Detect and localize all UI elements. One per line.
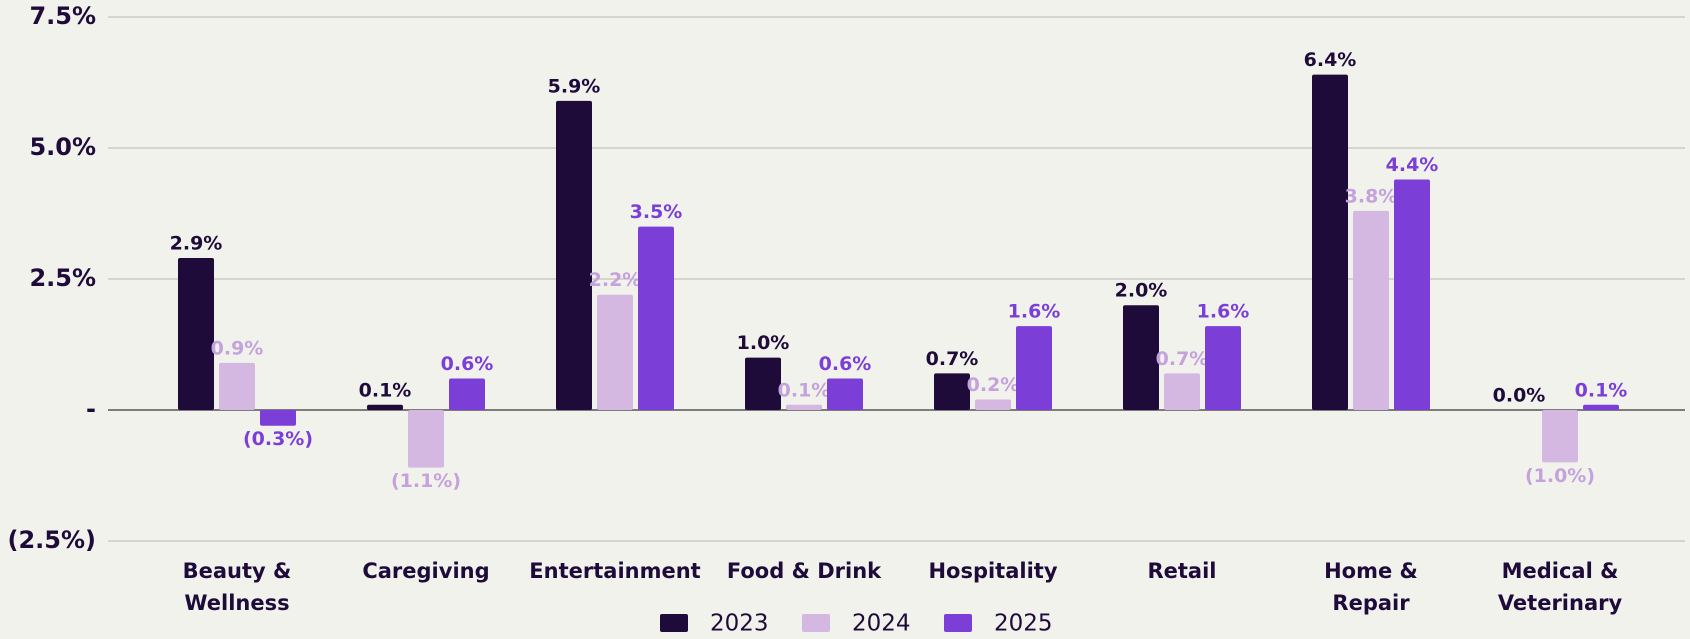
bar: [1016, 326, 1052, 410]
data-label: 4.4%: [1386, 154, 1439, 176]
y-tick-label: -: [86, 395, 96, 423]
data-label: 2.2%: [589, 269, 642, 291]
bar: [827, 378, 863, 410]
data-label: 0.2%: [967, 374, 1020, 396]
x-tick-label: Food & Drink: [726, 559, 882, 583]
bar: [786, 404, 822, 410]
data-label: 0.9%: [211, 337, 264, 359]
bar: [449, 378, 485, 410]
data-label: 1.6%: [1197, 301, 1250, 323]
data-label: (1.1%): [391, 470, 461, 492]
data-label: 1.0%: [737, 332, 790, 354]
bar: [1353, 210, 1389, 410]
x-tick-label: Entertainment: [529, 559, 701, 583]
bar: [934, 373, 970, 410]
bar: [178, 258, 214, 410]
bar: [638, 226, 674, 410]
data-label: 0.6%: [819, 353, 872, 375]
x-tick-label: Retail: [1147, 559, 1217, 583]
bar: [408, 410, 444, 468]
data-label: 2.0%: [1115, 280, 1168, 302]
bar: [1583, 404, 1619, 410]
data-label: 5.9%: [548, 75, 601, 97]
bar: [1164, 373, 1200, 410]
data-label: 0.0%: [1493, 385, 1546, 407]
legend-label: 2025: [994, 611, 1053, 637]
bar: [219, 362, 255, 410]
y-tick-label: 5.0%: [29, 133, 96, 161]
legend-swatch: [660, 614, 688, 632]
data-label: 0.7%: [1156, 348, 1209, 370]
y-tick-label: 7.5%: [29, 2, 96, 30]
bar: [260, 410, 296, 426]
data-label: (0.3%): [243, 428, 313, 450]
x-tick-label: Hospitality: [928, 559, 1058, 583]
data-label: 0.7%: [926, 348, 979, 370]
bar: [1123, 305, 1159, 410]
bar: [975, 399, 1011, 410]
bar: [1312, 74, 1348, 410]
data-label: 6.4%: [1304, 49, 1357, 71]
data-label: 0.1%: [1575, 379, 1628, 401]
data-label: 0.1%: [778, 379, 831, 401]
data-label: (1.0%): [1525, 465, 1595, 487]
bar: [367, 404, 403, 410]
legend-label: 2024: [852, 611, 911, 637]
x-tick-label: Beauty & Wellness: [182, 559, 292, 615]
legend-swatch: [802, 614, 830, 632]
data-label: 1.6%: [1008, 301, 1061, 323]
bar: [1542, 410, 1578, 463]
legend-label: 2023: [710, 611, 769, 637]
legend-swatch: [944, 614, 972, 632]
data-label: 2.9%: [170, 233, 223, 255]
x-tick-label: Caregiving: [362, 559, 490, 583]
bar: [1205, 326, 1241, 410]
y-tick-label: 2.5%: [29, 264, 96, 292]
bar: [745, 357, 781, 410]
bar: [556, 100, 592, 410]
data-label: 0.6%: [441, 353, 494, 375]
data-label: 3.8%: [1345, 185, 1398, 207]
bar: [1394, 179, 1430, 410]
y-tick-label: (2.5%): [8, 526, 97, 554]
data-label: 0.1%: [359, 379, 412, 401]
x-tick-label: Home & Repair: [1324, 559, 1418, 615]
x-tick-label: Medical & Veterinary: [1497, 559, 1623, 615]
data-label: 3.5%: [630, 201, 683, 223]
bar: [597, 294, 633, 410]
